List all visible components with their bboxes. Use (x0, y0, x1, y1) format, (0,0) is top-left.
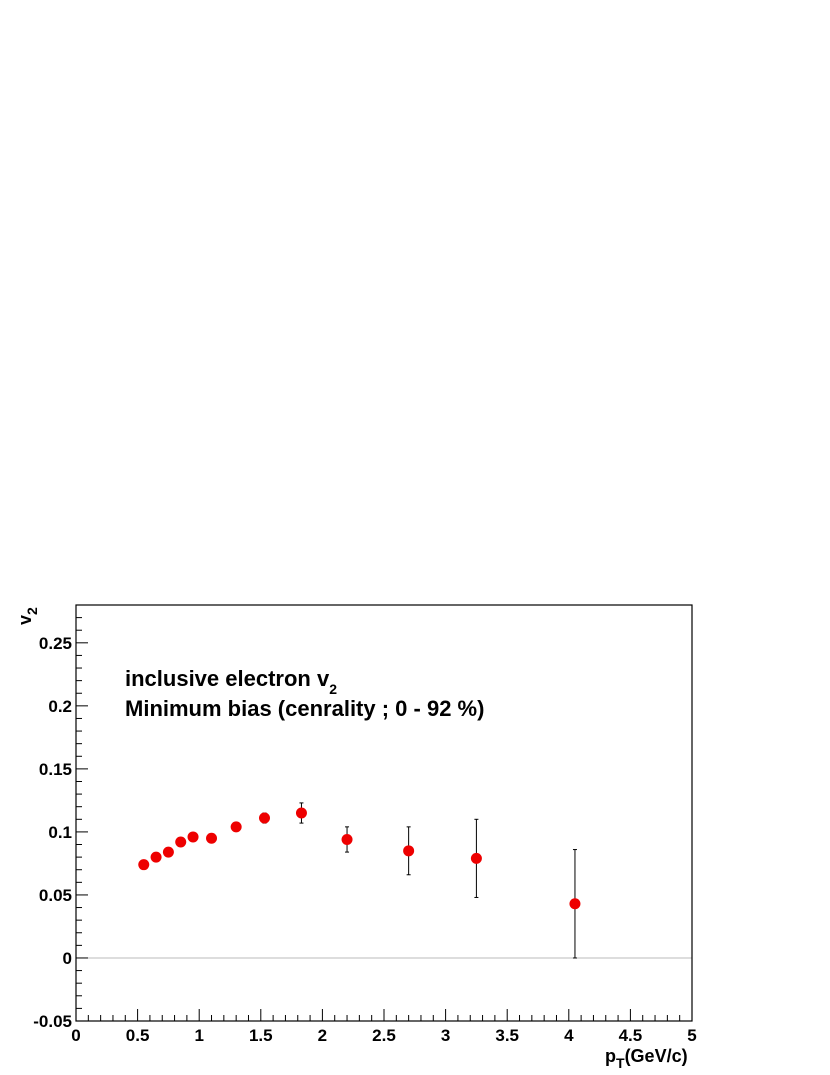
data-point (150, 851, 162, 863)
data-point (295, 802, 307, 824)
point-marker (187, 831, 199, 843)
data-point (187, 831, 199, 843)
point-marker (175, 836, 187, 848)
point-marker (341, 833, 353, 845)
point-marker (162, 846, 174, 858)
point-marker (295, 807, 307, 819)
point-marker (150, 851, 162, 863)
data-point (470, 818, 482, 898)
x-tick-label: 0 (71, 1026, 80, 1045)
x-tick-label: 4 (564, 1026, 574, 1045)
y-tick-label: 0.25 (39, 634, 72, 653)
data-point (230, 821, 242, 833)
data-point (341, 826, 353, 853)
data-point (403, 826, 415, 876)
y-tick-label: -0.05 (33, 1012, 72, 1031)
y-tick-label: 0 (63, 949, 72, 968)
point-marker (206, 832, 218, 844)
data-point (175, 836, 187, 848)
data-series (138, 802, 581, 959)
y-tick-label: 0.2 (48, 697, 72, 716)
point-marker (403, 845, 415, 857)
data-point (162, 846, 174, 858)
data-point (258, 812, 270, 824)
data-point (206, 832, 218, 844)
x-tick-label: 0.5 (126, 1026, 150, 1045)
annotation-line-1: inclusive electron v2 (125, 666, 337, 697)
data-point (138, 859, 150, 871)
y-tick-label: 0.15 (39, 760, 72, 779)
plot-frame (75, 604, 693, 1022)
data-point (569, 849, 581, 959)
x-tick-label: 1.5 (249, 1026, 273, 1045)
point-marker (138, 859, 150, 871)
x-tick-label: 2.5 (372, 1026, 396, 1045)
point-marker (230, 821, 242, 833)
point-marker (470, 852, 482, 864)
y-tick-label: 0.1 (48, 823, 72, 842)
tick-labels: 0 0.5 1 1.5 2 2.5 3 3.5 4 4.5 5-0.0500.050.10.150.… (33, 634, 696, 1045)
y-tick-label: 0.05 (39, 886, 72, 905)
x-tick-label: 3.5 (495, 1026, 519, 1045)
x-tick-label: 4.5 (619, 1026, 643, 1045)
x-tick-label: 5 (687, 1026, 696, 1045)
annotation-line-2: Minimum bias (cenrality ; 0 - 92 %) (125, 696, 484, 721)
x-axis-title: pT(GeV/c) (605, 1046, 688, 1071)
y-axis-title: v2 (15, 607, 40, 625)
point-marker (258, 812, 270, 824)
axis-ticks (75, 604, 693, 1022)
point-marker (569, 898, 581, 910)
x-tick-label: 2 (318, 1026, 327, 1045)
x-tick-label: 1 (194, 1026, 203, 1045)
x-tick-label: 3 (441, 1026, 450, 1045)
